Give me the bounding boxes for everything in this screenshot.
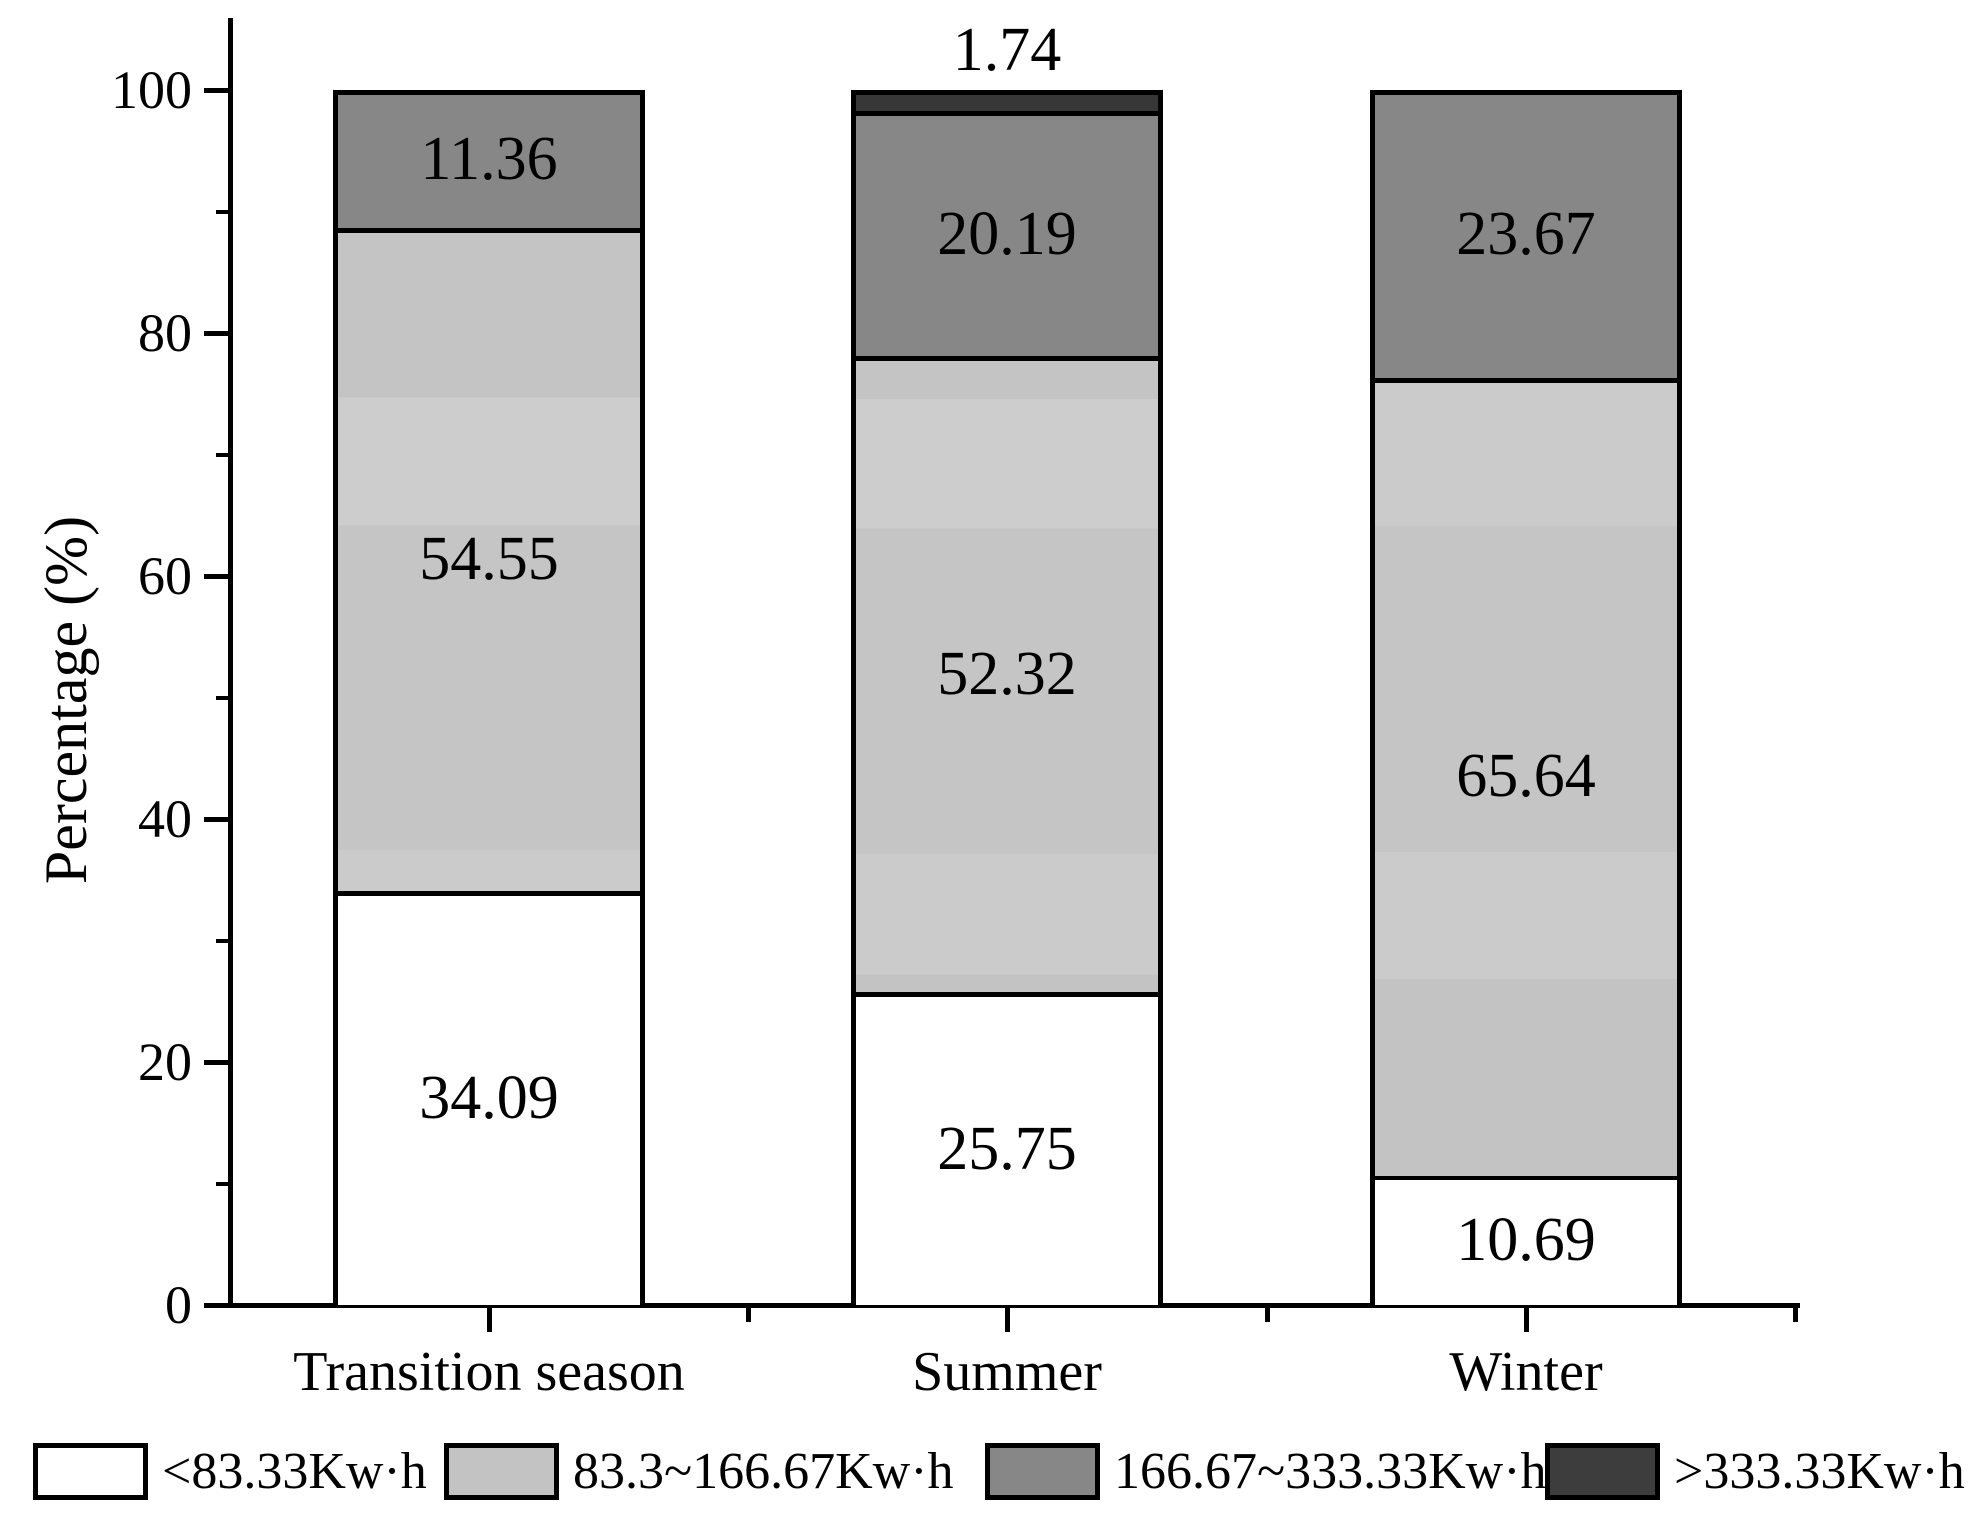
- category-label: Summer: [912, 1341, 1102, 1403]
- legend-item: 166.67~333.33Kw·h: [985, 1443, 1547, 1500]
- y-axis-line: [228, 18, 233, 1308]
- segment-value-label: 11.36: [420, 125, 558, 193]
- y-axis-major-tick: [204, 88, 228, 93]
- legend-swatch: [985, 1443, 1100, 1500]
- bar-segment: [1370, 90, 1682, 378]
- bar-segment: [1370, 378, 1682, 1176]
- x-axis-boundary-tick: [1265, 1308, 1270, 1322]
- segment-value-label: 20.19: [937, 200, 1077, 268]
- x-axis-major-tick: [1524, 1308, 1529, 1332]
- y-axis-minor-tick: [216, 939, 228, 943]
- bar-segment: [851, 111, 1163, 356]
- legend-label: 166.67~333.33Kw·h: [1114, 1443, 1547, 1500]
- category-label: Transition season: [293, 1341, 685, 1403]
- segment-value-label-outside: 1.74: [952, 16, 1062, 84]
- segment-value-label: 65.64: [1456, 742, 1596, 810]
- legend-label: 83.3~166.67Kw·h: [573, 1443, 954, 1500]
- legend-swatch: [444, 1443, 559, 1500]
- segment-value-label: 54.55: [419, 525, 559, 593]
- y-axis-tick-label: 60: [138, 546, 192, 606]
- y-axis-tick-label: 80: [138, 303, 192, 363]
- segment-value-label: 34.09: [419, 1064, 559, 1132]
- segment-value-label: 10.69: [1456, 1206, 1596, 1274]
- y-axis-major-tick: [204, 1060, 228, 1065]
- bar-segment: [851, 992, 1163, 1305]
- legend-item: >333.33Kw·h: [1545, 1443, 1965, 1500]
- segment-value-label: 23.67: [1456, 200, 1596, 268]
- y-axis-major-tick: [204, 1303, 228, 1308]
- x-axis-major-tick: [1005, 1308, 1010, 1332]
- y-axis-minor-tick: [216, 696, 228, 700]
- bar-segment: [333, 228, 645, 891]
- y-axis-tick-label: 0: [165, 1275, 192, 1335]
- category-label: Winter: [1449, 1341, 1603, 1403]
- y-axis-minor-tick: [216, 210, 228, 214]
- bar-segment: [333, 891, 645, 1305]
- bar-segment: [1370, 1175, 1682, 1305]
- x-axis-major-tick: [487, 1308, 492, 1332]
- legend-item: <83.33Kw·h: [33, 1443, 427, 1500]
- legend-swatch: [33, 1443, 148, 1500]
- legend-label: >333.33Kw·h: [1674, 1443, 1965, 1500]
- y-axis-major-tick: [204, 331, 228, 336]
- y-axis-major-tick: [204, 574, 228, 579]
- x-axis-line: [228, 1303, 1800, 1308]
- y-axis-minor-tick: [216, 1182, 228, 1186]
- y-axis-tick-label: 100: [111, 60, 192, 120]
- segment-value-label: 52.32: [937, 640, 1077, 708]
- segment-value-label: 25.75: [937, 1115, 1077, 1183]
- y-axis-title: Percentage (%): [33, 515, 99, 885]
- y-axis-major-tick: [204, 817, 228, 822]
- y-axis-minor-tick: [216, 453, 228, 457]
- bar-segment: [333, 90, 645, 228]
- bar-segment: [851, 90, 1163, 111]
- x-axis-boundary-tick: [746, 1308, 751, 1322]
- y-axis-tick-label: 20: [138, 1032, 192, 1092]
- x-axis-boundary-tick: [1793, 1308, 1798, 1322]
- legend-swatch: [1545, 1443, 1660, 1500]
- legend-item: 83.3~166.67Kw·h: [444, 1443, 954, 1500]
- bar-segment: [851, 356, 1163, 992]
- y-axis-tick-label: 40: [138, 789, 192, 849]
- legend-label: <83.33Kw·h: [162, 1443, 427, 1500]
